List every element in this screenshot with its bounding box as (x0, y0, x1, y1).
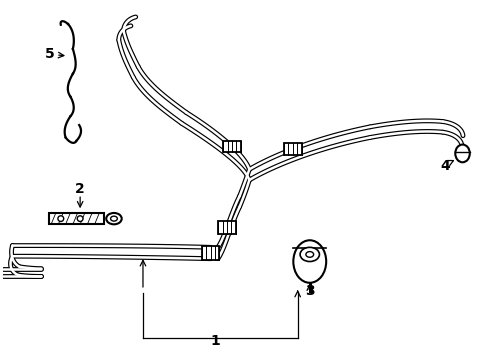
Ellipse shape (77, 216, 83, 221)
Ellipse shape (293, 240, 325, 283)
FancyBboxPatch shape (223, 141, 240, 152)
Circle shape (305, 252, 313, 257)
Ellipse shape (58, 216, 63, 221)
Text: 4: 4 (439, 159, 449, 173)
Text: 1: 1 (210, 334, 220, 348)
Text: 2: 2 (75, 182, 85, 196)
FancyBboxPatch shape (218, 221, 235, 234)
Text: 5: 5 (45, 47, 55, 61)
FancyBboxPatch shape (49, 213, 104, 224)
Ellipse shape (454, 145, 469, 162)
Text: 3: 3 (305, 284, 314, 298)
Circle shape (106, 213, 122, 224)
FancyBboxPatch shape (284, 143, 301, 155)
FancyBboxPatch shape (202, 246, 219, 260)
Circle shape (300, 247, 319, 261)
Circle shape (110, 216, 117, 221)
